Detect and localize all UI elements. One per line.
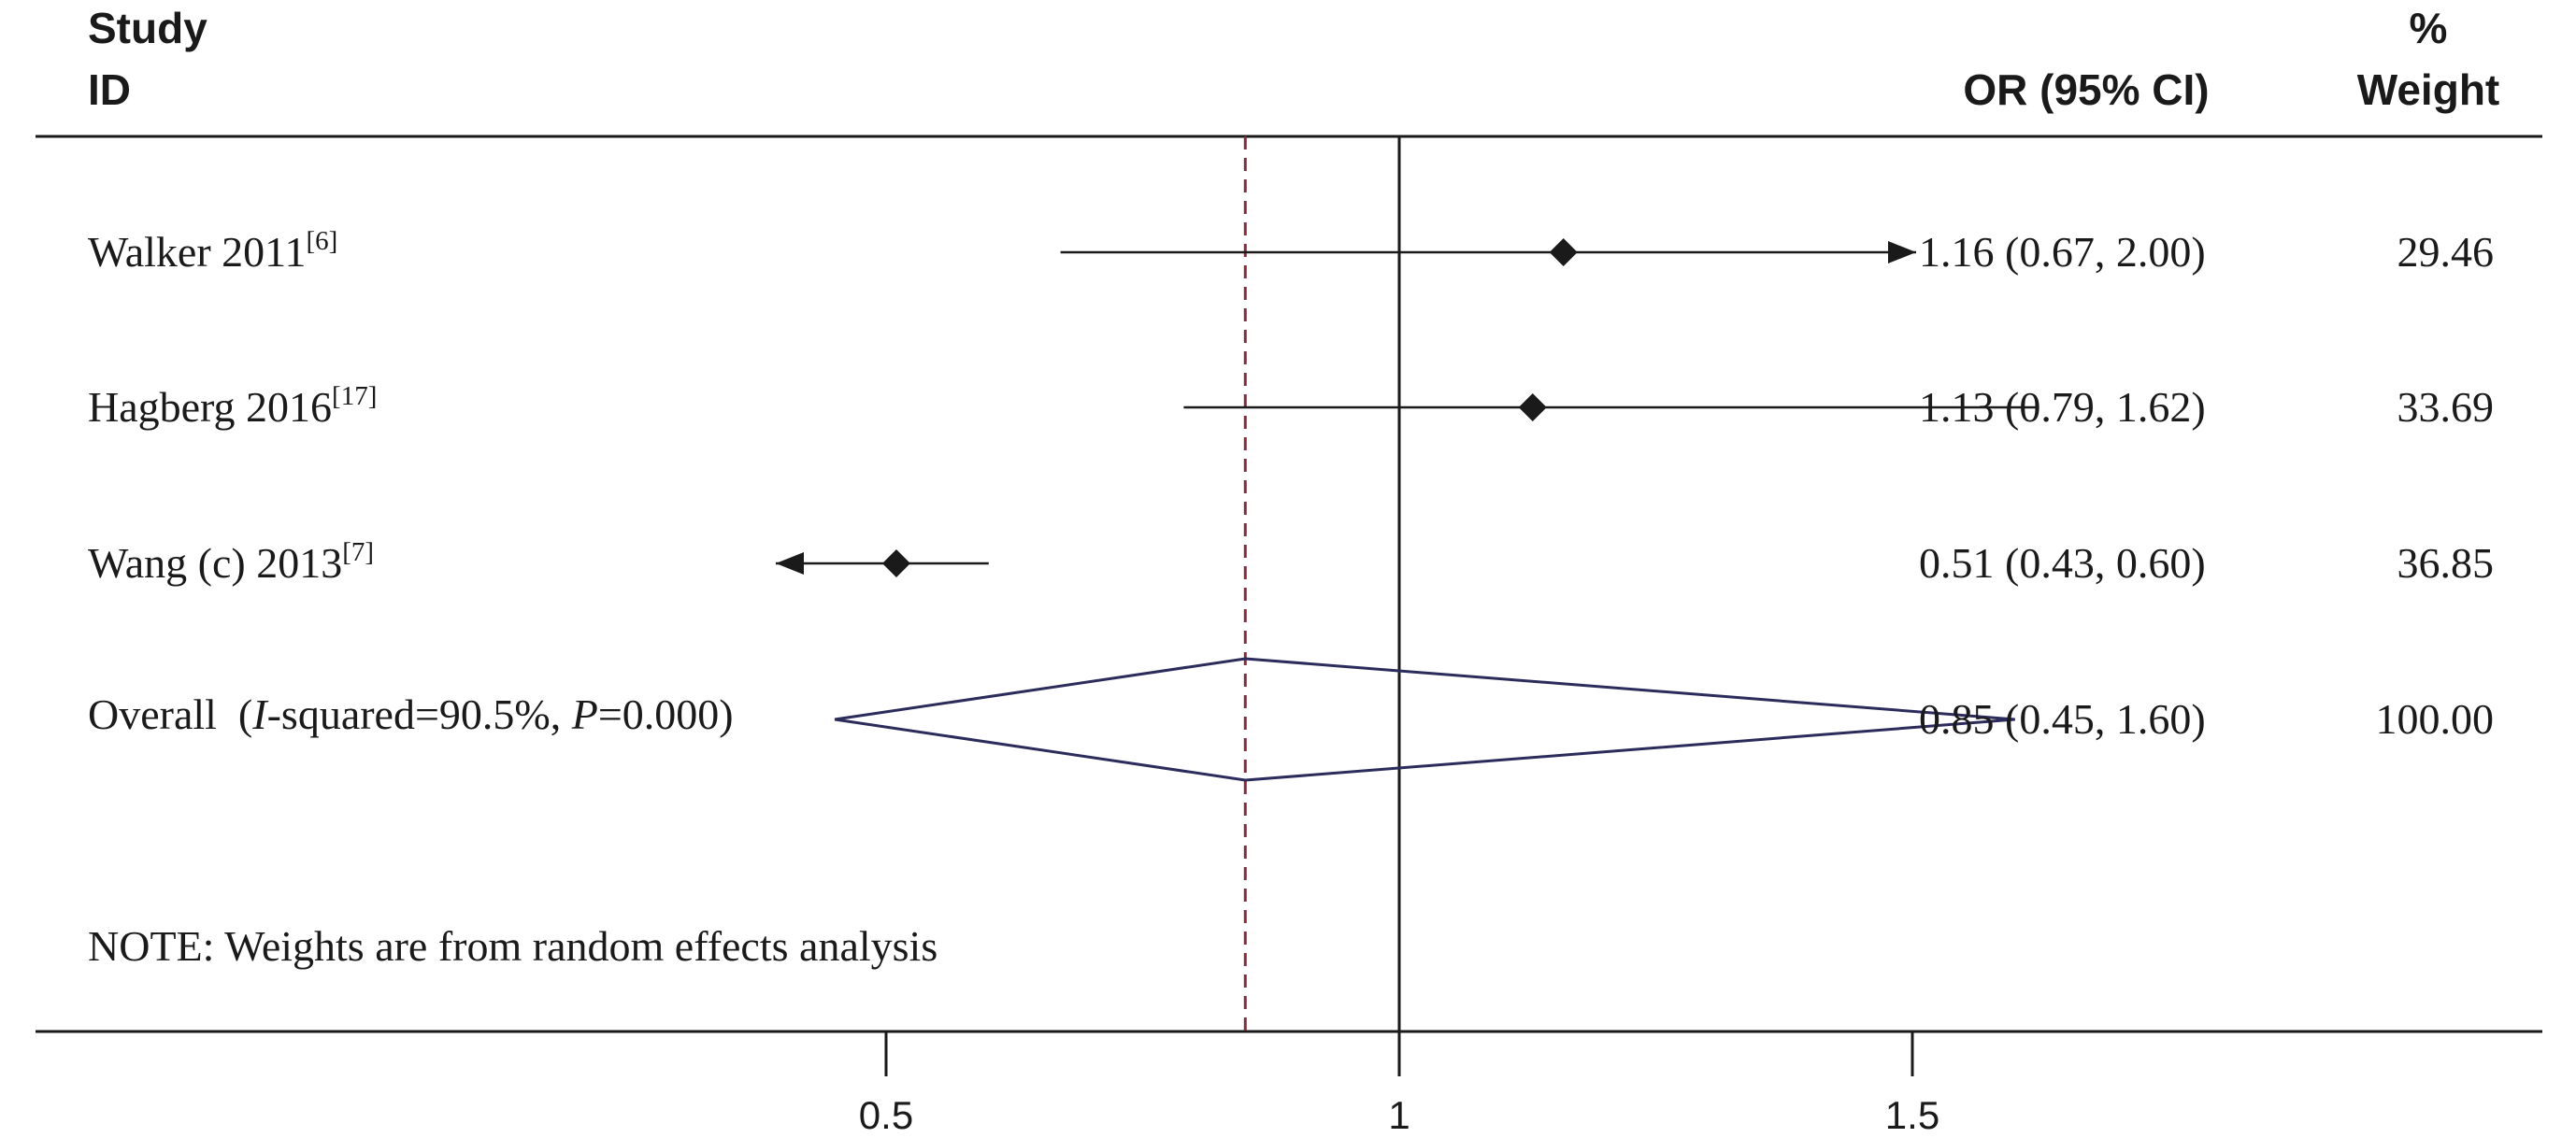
header-or: OR (95% CI) [1963,65,2209,114]
overall-label-p: P [571,690,598,738]
summary-diamond [834,657,2015,782]
header-id: ID [88,65,131,114]
study-name: Walker 2011 [88,228,306,276]
overall-label-i: I [251,690,269,738]
study-label: Wang (c) 2013[7] [88,537,374,587]
study-label: Hagberg 2016[17] [88,381,377,431]
weight-value: 29.46 [2397,228,2495,276]
weight-value: 33.69 [2397,383,2495,431]
study-ref: [17] [332,381,377,411]
point-estimate [1518,393,1547,421]
ci-arrow-right [1888,241,1916,263]
study-ref: [7] [342,537,374,567]
or-ci-value: 1.13 (0.79, 1.62) [1919,383,2206,431]
overall-label: Overall (I-squared=90.5%, P=0.000) [88,690,734,738]
point-estimate [881,549,910,577]
weight-value: 36.85 [2397,539,2495,587]
header-weight-percent: % [2410,4,2448,52]
or-ci-value: 1.16 (0.67, 2.00) [1919,228,2206,276]
study-name: Hagberg 2016 [88,383,332,431]
or-ci-value: 0.51 (0.43, 0.60) [1919,539,2206,587]
overall-or-ci-value: 0.85 (0.45, 1.60) [1919,695,2206,743]
ci-arrow-left [776,552,804,575]
study-label: Walker 2011[6] [88,226,337,276]
overall-label-prefix: Overall ( [88,690,252,738]
overall-weight-value: 100.00 [2376,695,2495,743]
note-text: NOTE: Weights are from random effects an… [88,922,937,970]
x-tick-label: 1.5 [1885,1093,1939,1137]
overall-label-isq: -squared=90.5%, [267,690,572,738]
study-ref: [6] [306,226,337,256]
header-study: Study [88,4,208,52]
x-tick-label: 1 [1388,1093,1410,1137]
overall-label-p-value: =0.000) [598,690,734,738]
x-tick-label: 0.5 [859,1093,913,1137]
study-name: Wang (c) 2013 [88,539,342,587]
point-estimate [1549,238,1578,266]
header-weight: Weight [2357,65,2499,114]
